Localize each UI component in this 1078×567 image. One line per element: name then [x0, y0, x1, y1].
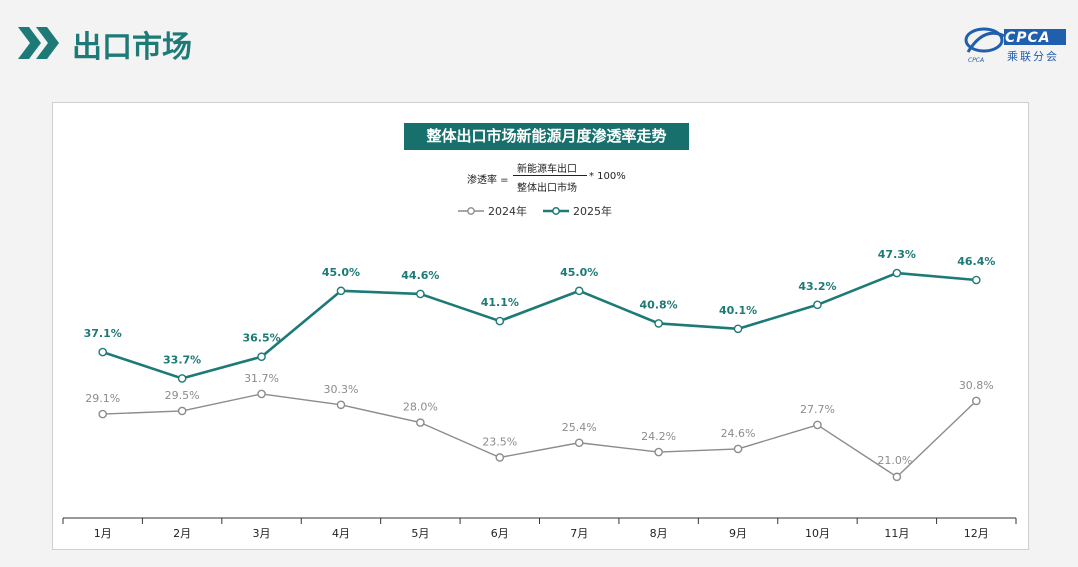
data-label: 43.2%: [798, 280, 836, 293]
page-title: 出口市场: [72, 30, 192, 65]
data-point: [257, 352, 266, 362]
x-tick-label: 4月: [332, 527, 350, 540]
data-label: 45.0%: [322, 266, 360, 279]
data-point: [257, 389, 266, 399]
series-line-2024年: [102, 393, 977, 478]
series-line-2025年: [102, 271, 977, 380]
data-label: 25.4%: [562, 421, 597, 434]
logo-subtitle: 乘联分会: [1007, 50, 1059, 63]
data-label: 30.8%: [959, 379, 994, 392]
x-tick-label: 10月: [805, 527, 830, 540]
formula-rhs: * 100%: [589, 171, 626, 182]
fraction-bar: [513, 175, 587, 176]
data-label: 46.4%: [957, 255, 995, 268]
data-point: [98, 409, 108, 419]
data-label: 30.3%: [323, 383, 358, 396]
data-label: 29.1%: [85, 392, 120, 405]
x-tick-label: 11月: [884, 527, 909, 540]
data-point: [416, 289, 425, 299]
logo-text: CPCA: [1005, 30, 1051, 46]
x-tick-label: 6月: [491, 527, 509, 540]
x-tick-label: 5月: [411, 527, 429, 540]
x-tick-label: 9月: [729, 527, 747, 540]
x-tick-label: 7月: [570, 527, 588, 540]
double-chevron-icon: [18, 27, 59, 59]
legend-line-2025-icon: [543, 207, 569, 215]
data-point: [971, 275, 981, 285]
legend-label-2025: 2025年: [573, 205, 612, 218]
data-point: [654, 447, 663, 457]
data-point: [813, 300, 822, 310]
x-tick-label: 12月: [964, 527, 989, 540]
data-point: [574, 438, 584, 448]
data-label: 36.5%: [242, 332, 280, 345]
data-label: 45.0%: [560, 266, 598, 279]
x-tick-label: 2月: [173, 527, 191, 540]
formula-numerator: 新能源车出口: [517, 164, 577, 175]
data-point: [495, 316, 505, 326]
data-point: [733, 444, 743, 454]
chart-panel: [52, 102, 1029, 550]
data-label: 21.0%: [877, 454, 912, 467]
data-point: [177, 406, 187, 416]
data-point: [813, 420, 822, 430]
data-label: 47.3%: [878, 248, 916, 261]
x-tick-label: 8月: [650, 527, 668, 540]
data-point: [892, 268, 902, 278]
x-tick-label: 3月: [253, 527, 271, 540]
legend-line-2024-icon: [458, 207, 484, 215]
data-point: [574, 286, 584, 296]
data-point: [733, 324, 743, 334]
data-point: [654, 319, 663, 328]
chart-title: 整体出口市场新能源月度渗透率走势: [404, 123, 689, 150]
formula-lhs: 渗透率 =: [467, 175, 509, 186]
data-label: 24.2%: [641, 430, 676, 443]
data-point: [892, 472, 902, 482]
data-label: 37.1%: [84, 327, 122, 340]
data-label: 40.8%: [640, 298, 678, 311]
data-label: 33.7%: [163, 353, 201, 366]
data-label: 24.6%: [721, 427, 756, 440]
data-label: 27.7%: [800, 403, 835, 416]
data-point: [971, 396, 981, 406]
svg-text:CPCA: CPCA: [968, 57, 984, 64]
data-label: 40.1%: [719, 304, 757, 317]
legend-label-2024: 2024年: [488, 205, 527, 218]
data-point: [177, 374, 187, 383]
data-label: 31.7%: [244, 372, 279, 385]
cpca-logo: CPCA: [964, 27, 1066, 64]
x-tick-label: 1月: [94, 527, 112, 540]
data-label: 41.1%: [481, 296, 519, 309]
header: 出口市场 CPCA CPCA 乘联分会: [0, 0, 1078, 80]
data-point: [98, 347, 108, 357]
data-point: [336, 286, 346, 296]
data-point: [416, 418, 425, 427]
data-label: 44.6%: [401, 269, 439, 282]
data-label: 28.0%: [403, 401, 438, 414]
data-point: [495, 453, 505, 462]
formula-denominator: 整体出口市场: [517, 183, 577, 194]
data-label: 23.5%: [482, 435, 517, 448]
data-point: [336, 400, 346, 410]
data-label: 29.5%: [165, 389, 200, 402]
